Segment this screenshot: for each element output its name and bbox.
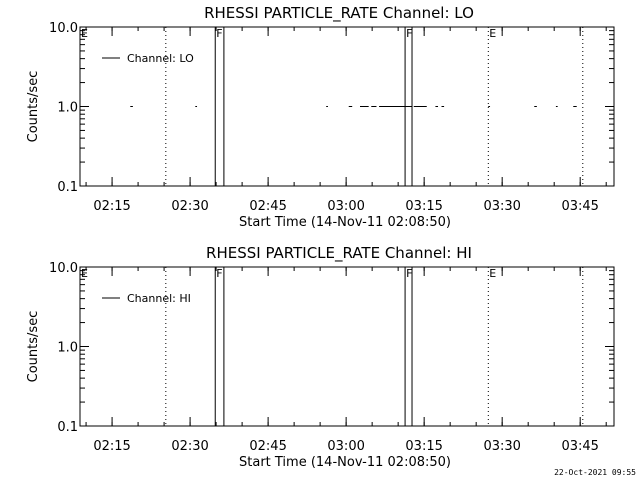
panel-1-x-axis-label: Start Time (14-Nov-11 02:08:50): [239, 215, 451, 230]
panel-2-x-axis-label: Start Time (14-Nov-11 02:08:50): [239, 455, 451, 470]
panel-1-y-tick-label: 10.0: [49, 21, 78, 36]
panel-2-title: RHESSI PARTICLE_RATE Channel: HI: [206, 244, 472, 263]
panel-1-title: RHESSI PARTICLE_RATE Channel: LO: [204, 4, 474, 23]
panel-2-start-flag-label: E: [81, 267, 88, 280]
panel-1-x-tick-label: 03:30: [483, 199, 520, 214]
panel-1-plot-frame: [79, 26, 615, 187]
panel-2-x-tick-label: 02:45: [249, 439, 286, 454]
panel-1-x-tick-label: 02:30: [171, 199, 208, 214]
panel-2-x-tick-label: 02:30: [171, 439, 208, 454]
panel-1-x-tick-label: 03:00: [327, 199, 364, 214]
panel-2-marker-label: F: [406, 267, 412, 280]
panel-1-y-tick-label: 0.1: [57, 180, 78, 195]
panel-2-y-tick-label: 1.0: [57, 341, 78, 356]
panel-1-start-flag-label: E: [81, 27, 88, 40]
panel-2-x-tick-label: 03:15: [405, 439, 442, 454]
panel-1-marker-label: F: [216, 27, 222, 40]
panel-2-y-axis-label: Counts/sec: [26, 311, 41, 383]
panel-2-x-tick-label: 03:30: [483, 439, 520, 454]
panel-2-y-tick-label: 10.0: [49, 261, 78, 276]
panel-2-y-tick-label: 0.1: [57, 420, 78, 435]
panel-2-x-tick-label: 03:45: [561, 439, 598, 454]
panel-1-x-tick-label: 02:15: [93, 199, 130, 214]
panel-1-y-axis-label: Counts/sec: [26, 71, 41, 143]
panel-1-marker-label: F: [406, 27, 412, 40]
panel-1-marker-label: E: [489, 27, 496, 40]
panel-2-plot-frame: [79, 266, 615, 427]
panel-2-x-tick-label: 03:00: [327, 439, 364, 454]
panel-2-x-tick-label: 02:15: [93, 439, 130, 454]
timestamp: 22-Oct-2021 09:55: [554, 468, 636, 477]
panel-1-x-tick-label: 02:45: [249, 199, 286, 214]
panel-2-marker-label: E: [489, 267, 496, 280]
panel-1-x-tick-label: 03:45: [561, 199, 598, 214]
panel-2-marker-label: F: [216, 267, 222, 280]
panel-1-legend-label: Channel: LO: [127, 52, 194, 65]
panel-1-y-tick-label: 1.0: [57, 101, 78, 116]
panel-2-legend-label: Channel: HI: [127, 292, 191, 305]
panel-1-x-tick-label: 03:15: [405, 199, 442, 214]
